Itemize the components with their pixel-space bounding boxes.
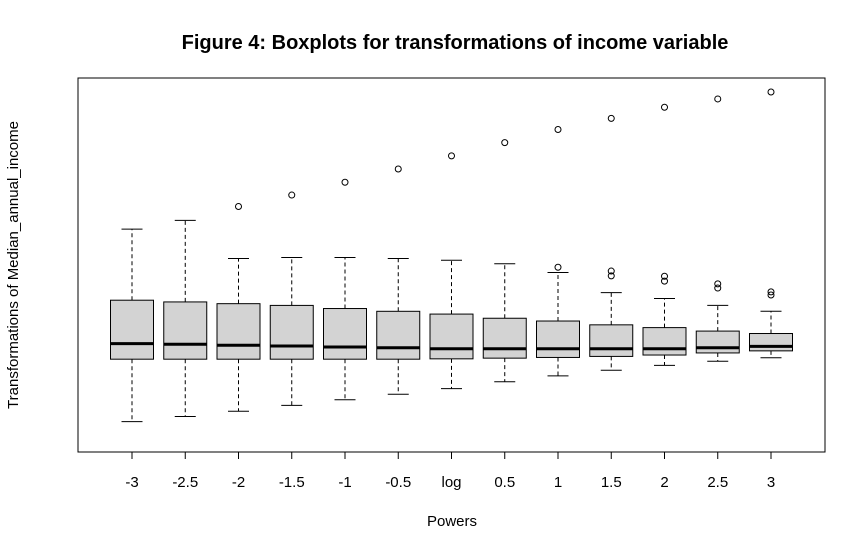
box-group	[323, 178, 367, 401]
x-axis-label: Powers	[427, 513, 477, 530]
outlier-point	[288, 191, 296, 199]
chart-title: Figure 4: Boxplots for transformations o…	[182, 32, 729, 54]
box-iqr	[323, 308, 367, 360]
x-tick-label: 2.5	[707, 474, 728, 491]
x-tick-label: -1	[338, 474, 351, 491]
outlier-point	[607, 272, 615, 280]
box-group	[749, 88, 793, 359]
box-iqr	[536, 320, 580, 358]
outlier-point	[607, 267, 615, 275]
outlier-point	[661, 103, 668, 111]
x-tick-label: 0.5	[494, 474, 515, 491]
box-group	[216, 203, 261, 412]
y-axis-label: Transformations of Median_annual_income	[5, 121, 22, 409]
outlier-point	[235, 203, 242, 211]
box-iqr	[269, 304, 314, 360]
outlier-point	[714, 284, 722, 292]
box-iqr	[482, 317, 527, 359]
box-group	[163, 219, 208, 417]
box-iqr	[695, 330, 740, 354]
outlier-point	[767, 88, 775, 96]
box-iqr	[216, 303, 261, 360]
x-tick-label: 2	[660, 474, 668, 491]
box-group	[589, 114, 634, 371]
outlier-point	[554, 263, 562, 271]
x-tick-label: -2	[232, 474, 245, 491]
outlier-point	[554, 125, 562, 133]
box-iqr	[163, 301, 208, 360]
x-tick-label: 1	[554, 474, 562, 491]
box-group	[376, 165, 421, 395]
outlier-point	[661, 272, 668, 280]
outlier-point	[607, 114, 615, 122]
outlier-point	[448, 152, 455, 160]
outlier-point	[341, 178, 349, 186]
outlier-point	[661, 277, 668, 285]
box-group	[110, 228, 154, 423]
outlier-point	[501, 139, 509, 147]
box-group	[642, 103, 687, 366]
x-tick-label: -3	[125, 474, 138, 491]
box-iqr	[589, 324, 634, 357]
box-iqr	[376, 310, 421, 360]
x-tick-label: 3	[767, 474, 775, 491]
x-tick-label: -1.5	[279, 474, 305, 491]
box-group	[482, 139, 527, 383]
box-iqr	[642, 327, 687, 356]
x-tick-label: log	[441, 474, 461, 491]
x-tick-label: -2.5	[172, 474, 198, 491]
box-group	[695, 95, 740, 362]
boxes-layer	[110, 88, 793, 423]
box-group	[269, 191, 314, 406]
outlier-point	[767, 288, 775, 296]
outlier-point	[714, 280, 722, 288]
x-tick-label: 1.5	[601, 474, 622, 491]
outlier-point	[714, 95, 722, 103]
x-axis: -3 -2.5 -2 -1.5 -1 -0.5 log 0.5 1 1.5 2 2.5 3	[125, 451, 775, 491]
x-tick-label: -0.5	[385, 474, 411, 491]
outlier-point	[767, 291, 775, 299]
outlier-point	[394, 165, 402, 173]
box-iqr	[110, 299, 154, 360]
box-group	[536, 125, 580, 377]
box-group	[429, 152, 474, 390]
box-iqr	[749, 333, 793, 352]
box-iqr	[429, 313, 474, 360]
